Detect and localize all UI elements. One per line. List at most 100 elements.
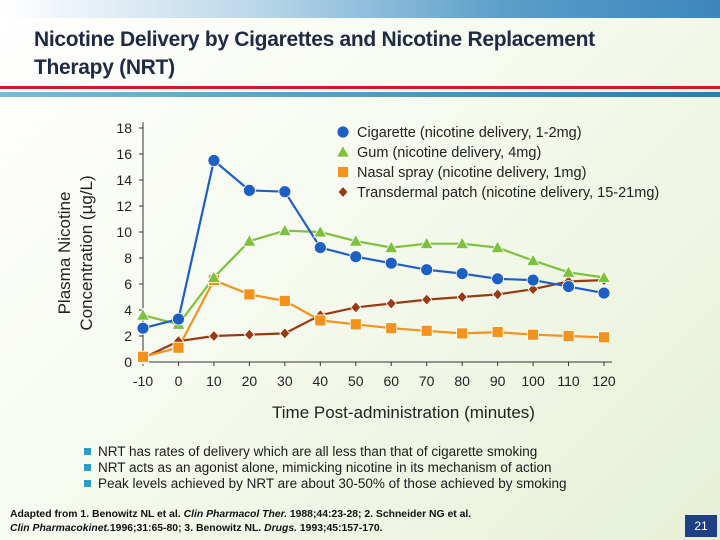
data-point-circle: [384, 256, 398, 270]
x-tick-label: 50: [348, 373, 364, 389]
x-tick-label: 100: [521, 373, 545, 389]
y-tick-label: 12: [116, 198, 132, 214]
data-point-triangle: [135, 307, 151, 321]
y-tick-label: 10: [116, 224, 132, 240]
data-point-diamond: [421, 293, 433, 306]
data-point-square: [420, 324, 433, 337]
x-tick-label: -10: [133, 373, 153, 389]
data-point-circle: [349, 250, 363, 264]
data-point-triangle: [419, 236, 434, 250]
data-point-triangle: [561, 264, 576, 278]
x-tick-label: 0: [175, 373, 183, 389]
data-point-square: [598, 331, 610, 344]
x-tick-label: 20: [242, 373, 258, 389]
data-point-triangle: [277, 223, 293, 237]
data-point-diamond: [243, 328, 255, 341]
citation-journal: Drugs.: [264, 523, 298, 534]
data-point-diamond: [527, 283, 539, 296]
citation-part: Adapted from 1. Benowitz NL et al.: [10, 509, 184, 520]
bullet-square-icon: [84, 480, 91, 487]
legend-marker-diamond: [337, 185, 349, 199]
title-rule-blue: [0, 92, 720, 97]
data-point-square: [314, 314, 327, 327]
citation-journal: Clin Pharmacol Ther.: [183, 509, 287, 520]
bullet-square-icon: [84, 464, 91, 471]
bullet-list: NRT has rates of delivery which are all …: [84, 444, 567, 492]
data-point-diamond: [492, 288, 504, 301]
data-point-circle: [207, 154, 221, 167]
data-point-triangle: [313, 224, 328, 238]
citation-part: 1988;44:23-28; 2. Schneider NG et al.: [286, 509, 472, 520]
y-tick-label: 14: [116, 172, 132, 188]
y-axis-title-line-2: Concentration (µg/L): [77, 175, 96, 330]
data-point-square: [349, 318, 362, 331]
citation-journal: Clin Pharmacokinet.: [10, 523, 110, 534]
x-tick-label: 70: [419, 373, 435, 389]
y-tick-label: 16: [116, 146, 132, 162]
data-point-circle: [455, 267, 469, 281]
data-point-diamond: [456, 290, 468, 304]
slide-title: Nicotine Delivery by Cigarettes and Nico…: [34, 28, 595, 79]
y-tick-label: 18: [116, 120, 132, 136]
data-point-square: [456, 327, 469, 340]
data-point-square: [278, 294, 291, 307]
data-point-square: [172, 341, 185, 354]
bullet-text: NRT has rates of delivery which are all …: [98, 444, 538, 459]
bullet-item: NRT has rates of delivery which are all …: [84, 444, 567, 460]
data-point-square: [491, 326, 504, 339]
data-point-circle: [526, 273, 540, 287]
x-tick-label: 120: [592, 373, 616, 389]
data-point-circle: [597, 286, 611, 300]
data-point-circle: [278, 185, 292, 199]
series-line-triangle: [142, 229, 605, 326]
title-rule-red: [0, 86, 720, 89]
bullet-item: NRT acts as an agonist alone, mimicking …: [84, 460, 567, 476]
citation-part: 1993;45:157-170.: [297, 523, 383, 534]
page-number-badge: 21: [685, 515, 717, 537]
data-point-diamond: [279, 327, 291, 340]
data-point-square: [527, 328, 539, 341]
y-axis-title-line-1: Plasma Nicotine: [55, 192, 74, 315]
y-tick-label: 4: [124, 302, 132, 318]
y-tick-label: 0: [124, 354, 132, 370]
bullet-item: Peak levels achieved by NRT are about 30…: [84, 476, 567, 492]
x-tick-label: 60: [383, 373, 399, 389]
data-point-triangle: [596, 270, 612, 283]
data-point-triangle: [525, 253, 541, 267]
data-point-circle: [136, 321, 150, 335]
data-point-circle: [562, 280, 575, 294]
citation-part: 1996;31:65-80; 3. Benowitz NL.: [109, 523, 265, 534]
data-point-triangle: [490, 240, 505, 254]
legend-marker-triangle: [335, 144, 351, 158]
header-gradient-bar: [0, 0, 720, 18]
x-tick-label: 30: [277, 373, 293, 389]
x-axis-title: Time Post-administration (minutes): [272, 403, 535, 422]
legend-label: Nasal spray (nicotine delivery, 1mg): [357, 165, 586, 181]
data-point-triangle: [384, 240, 399, 254]
data-point-diamond: [350, 301, 362, 314]
data-point-circle: [491, 272, 505, 286]
y-tick-label: 2: [124, 328, 132, 344]
series-line-diamond: [142, 279, 605, 360]
bullet-square-icon: [84, 448, 91, 455]
y-tick-label: 8: [124, 250, 132, 266]
data-point-circle: [313, 241, 327, 255]
x-tick-label: 10: [206, 373, 222, 389]
data-point-triangle: [454, 236, 470, 250]
legend-label: Gum (nicotine delivery, 4mg): [357, 145, 541, 161]
x-tick-label: 90: [490, 373, 506, 389]
data-point-square: [243, 288, 256, 301]
data-point-diamond: [208, 329, 220, 343]
x-tick-label: 110: [557, 373, 580, 389]
data-point-square: [137, 350, 149, 363]
data-point-square: [562, 330, 575, 342]
legend-label: Transdermal patch (nicotine delivery, 15…: [357, 185, 659, 201]
citation-text: Adapted from 1. Benowitz NL et al. Clin …: [10, 508, 610, 536]
data-point-circle: [242, 184, 256, 197]
data-point-triangle: [348, 233, 363, 247]
data-point-triangle: [242, 233, 257, 247]
legend-marker-circle: [336, 125, 350, 139]
bullet-text: NRT acts as an agonist alone, mimicking …: [98, 460, 552, 475]
data-point-triangle: [206, 270, 222, 283]
